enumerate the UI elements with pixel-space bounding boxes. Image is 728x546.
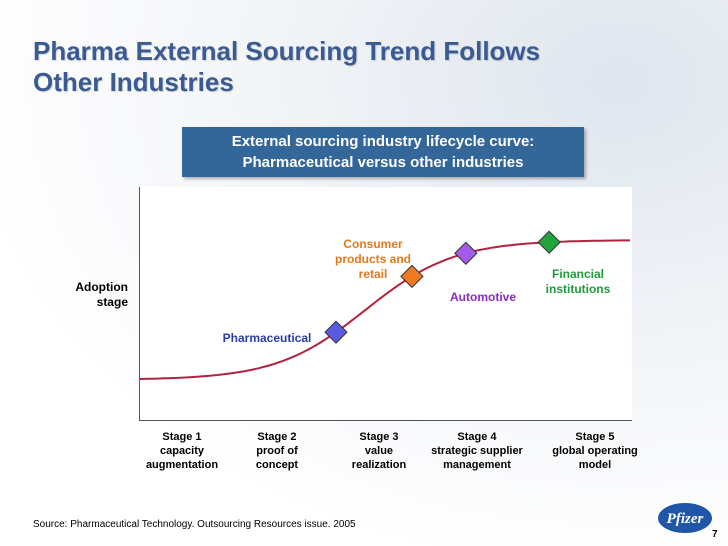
- marker-label-financial-line-2: institutions: [545, 282, 611, 296]
- stage-1-line-1: Stage 1: [162, 431, 202, 443]
- stage-5-line-1: Stage 5: [575, 431, 615, 443]
- page-number: 7: [712, 529, 718, 540]
- logo-text: Pfizer: [667, 511, 704, 527]
- stage-3-line-3: realization: [351, 459, 407, 471]
- marker-label-pharmaceutical-line-1: Pharmaceutical: [222, 331, 312, 345]
- marker-financial-institutions: [537, 230, 561, 254]
- marker-label-financial-line-1: Financial: [551, 267, 604, 281]
- title-line-1: Pharma External Sourcing Trend Follows: [33, 36, 541, 66]
- y-axis-label: Adoption stage: [58, 280, 128, 310]
- marker-label-automotive-line-1: Automotive: [450, 290, 516, 304]
- chart-plot-area: [139, 187, 632, 421]
- stage-5-line-3: model: [578, 459, 612, 471]
- stage-3-line-2: value: [364, 445, 394, 457]
- stage-label-2: Stage 2 proof of concept: [240, 430, 314, 472]
- chart-subtitle-box: External sourcing industry lifecycle cur…: [182, 127, 584, 177]
- y-axis-label-line-2: stage: [96, 295, 128, 309]
- marker-automotive: [454, 241, 478, 265]
- stage-4-line-2: strategic supplier: [431, 445, 523, 457]
- subtitle-line-1: External sourcing industry lifecycle cur…: [231, 133, 535, 150]
- title-line-2: Other Industries: [33, 67, 234, 97]
- pfizer-logo: Pfizer: [656, 501, 714, 535]
- marker-consumer-products-and-retail: [400, 264, 424, 289]
- stage-label-4: Stage 4 strategic supplier management: [422, 430, 532, 472]
- marker-pharmaceutical: [324, 320, 348, 344]
- marker-label-consumer-line-2: products and: [334, 252, 411, 266]
- stage-3-line-1: Stage 3: [359, 431, 399, 443]
- marker-label-pharmaceutical: Pharmaceutical: [212, 331, 322, 346]
- stage-2-line-2: proof of: [256, 445, 298, 457]
- stage-4-line-3: management: [443, 459, 511, 471]
- stage-1-line-2: capacity: [159, 445, 205, 457]
- marker-label-consumer: Consumer products and retail: [324, 237, 422, 282]
- stage-label-5: Stage 5 global operating model: [544, 430, 646, 472]
- marker-label-financial: Financial institutions: [535, 267, 621, 297]
- marker-label-automotive: Automotive: [438, 290, 528, 305]
- stage-1-line-3: augmentation: [145, 459, 219, 471]
- subtitle-line-2: Pharmaceutical versus other industries: [242, 154, 524, 171]
- stage-label-1: Stage 1 capacity augmentation: [138, 430, 226, 472]
- stage-4-line-1: Stage 4: [457, 431, 497, 443]
- y-axis-label-line-1: Adoption: [75, 280, 128, 294]
- marker-label-consumer-line-1: Consumer: [343, 237, 403, 251]
- stage-2-line-1: Stage 2: [257, 431, 297, 443]
- stage-label-3: Stage 3 value realization: [342, 430, 416, 472]
- stage-2-line-3: concept: [255, 459, 299, 471]
- stage-5-line-2: global operating: [552, 445, 638, 457]
- slide-title: Pharma External Sourcing Trend Follows O…: [33, 36, 713, 98]
- source-note: Source: Pharmaceutical Technology. Outso…: [33, 519, 356, 530]
- marker-label-consumer-line-3: retail: [358, 267, 388, 281]
